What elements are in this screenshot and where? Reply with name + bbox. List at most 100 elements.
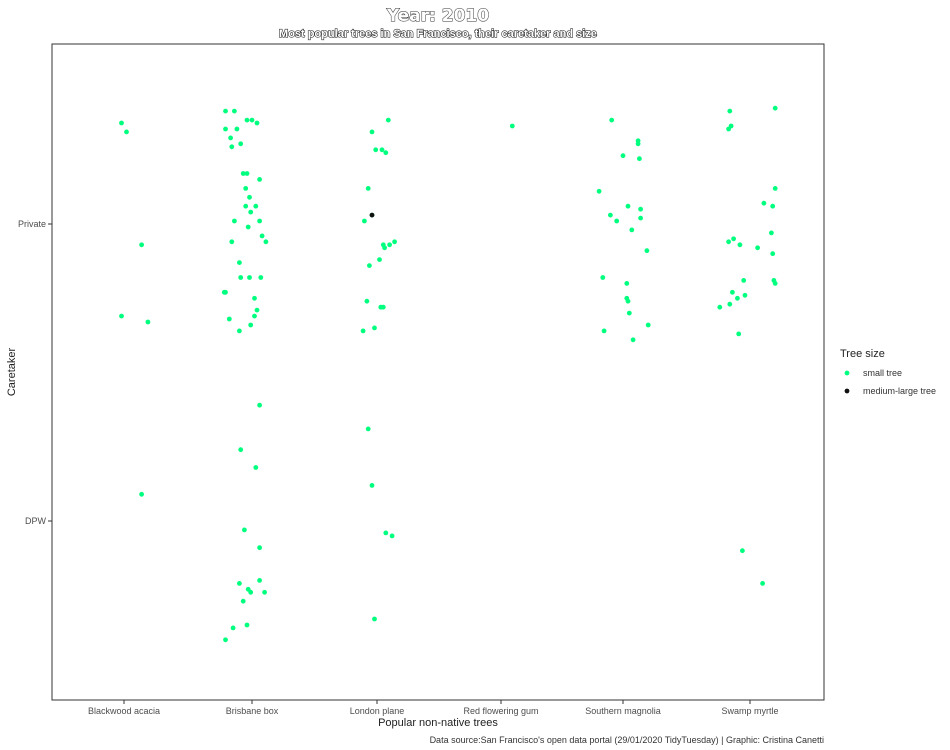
data-point bbox=[119, 313, 124, 319]
points-layer bbox=[119, 105, 778, 643]
chart-title: Year: 2010 bbox=[386, 6, 489, 26]
y-axis-title: Caretaker bbox=[6, 348, 18, 397]
data-point bbox=[237, 260, 242, 265]
data-point bbox=[772, 105, 778, 111]
data-point bbox=[229, 144, 235, 150]
data-point bbox=[362, 218, 367, 224]
x-tick-label: Brisbane box bbox=[226, 706, 279, 716]
data-point bbox=[608, 212, 613, 218]
data-point bbox=[223, 108, 228, 114]
data-point bbox=[387, 242, 392, 248]
data-point bbox=[240, 598, 246, 604]
data-point bbox=[717, 304, 723, 310]
data-point bbox=[770, 203, 776, 209]
data-point bbox=[625, 298, 631, 304]
data-point bbox=[254, 307, 260, 313]
data-point bbox=[625, 203, 631, 209]
data-point bbox=[145, 319, 151, 325]
data-point bbox=[244, 622, 250, 628]
data-point bbox=[248, 322, 254, 328]
data-point bbox=[253, 203, 259, 209]
x-tick-label: Blackwood acacia bbox=[88, 706, 160, 716]
x-tick-label: London plane bbox=[350, 706, 405, 716]
data-point bbox=[645, 322, 651, 328]
data-point bbox=[254, 120, 260, 126]
data-point bbox=[373, 147, 379, 153]
data-point bbox=[365, 426, 371, 432]
data-point bbox=[244, 171, 250, 176]
legend-key-medium-large-tree bbox=[844, 388, 850, 394]
data-point bbox=[382, 245, 387, 251]
legend-title: Tree size bbox=[840, 348, 885, 360]
data-point bbox=[139, 491, 145, 497]
data-point bbox=[372, 616, 377, 622]
data-point bbox=[626, 310, 632, 316]
data-point bbox=[360, 328, 366, 334]
data-point bbox=[392, 239, 397, 245]
data-point bbox=[644, 248, 650, 254]
data-point bbox=[736, 331, 742, 337]
data-point bbox=[226, 316, 232, 322]
data-point bbox=[727, 108, 733, 114]
plot-panel bbox=[51, 43, 825, 701]
data-point bbox=[620, 153, 626, 159]
data-point bbox=[770, 251, 776, 257]
data-point bbox=[248, 589, 254, 595]
data-point bbox=[380, 304, 386, 310]
data-point bbox=[726, 126, 731, 132]
data-point bbox=[243, 203, 249, 209]
legend-label-small-tree: small tree bbox=[863, 368, 902, 378]
data-point bbox=[247, 194, 252, 200]
data-point bbox=[755, 245, 760, 251]
data-point bbox=[238, 275, 244, 280]
data-point bbox=[727, 301, 733, 307]
data-point bbox=[624, 281, 630, 286]
data-point bbox=[253, 465, 259, 470]
data-point bbox=[257, 578, 262, 583]
data-point bbox=[234, 126, 240, 132]
data-point bbox=[232, 108, 237, 114]
data-point bbox=[596, 188, 602, 194]
data-point bbox=[229, 239, 235, 245]
data-point bbox=[741, 278, 747, 283]
data-point bbox=[726, 239, 731, 245]
data-point bbox=[252, 313, 257, 319]
x-axis: Blackwood acacia Brisbane box London plane… bbox=[88, 700, 779, 716]
data-point bbox=[257, 402, 262, 408]
data-point bbox=[377, 257, 382, 262]
data-point bbox=[735, 295, 740, 301]
data-point bbox=[257, 545, 262, 551]
data-point bbox=[369, 212, 375, 218]
data-point bbox=[629, 227, 635, 233]
x-tick-label: Southern magnolia bbox=[585, 706, 661, 716]
data-point bbox=[248, 209, 254, 215]
data-point bbox=[259, 233, 265, 239]
legend-label-medium-large-tree: medium-large tree bbox=[863, 386, 936, 396]
data-point bbox=[244, 117, 250, 123]
data-point bbox=[731, 236, 736, 242]
data-point bbox=[364, 298, 370, 304]
data-point bbox=[221, 289, 227, 295]
data-point bbox=[237, 581, 242, 586]
y-tick-label: Private bbox=[18, 219, 46, 229]
data-point bbox=[760, 581, 765, 586]
data-point bbox=[263, 239, 269, 245]
data-point bbox=[238, 141, 244, 147]
data-point bbox=[262, 589, 267, 595]
data-point bbox=[228, 135, 234, 141]
data-point bbox=[769, 230, 774, 236]
x-tick-label: Swamp myrtle bbox=[721, 706, 778, 716]
data-point bbox=[383, 530, 389, 536]
data-point bbox=[238, 447, 244, 453]
data-point bbox=[730, 289, 735, 295]
data-point bbox=[247, 275, 252, 280]
data-point bbox=[365, 186, 371, 191]
data-point bbox=[379, 147, 385, 153]
data-point bbox=[223, 637, 228, 643]
data-point bbox=[252, 295, 257, 301]
data-point bbox=[257, 218, 262, 224]
data-point bbox=[369, 483, 375, 488]
data-point bbox=[385, 117, 391, 123]
y-axis: DPW Private bbox=[18, 219, 52, 526]
